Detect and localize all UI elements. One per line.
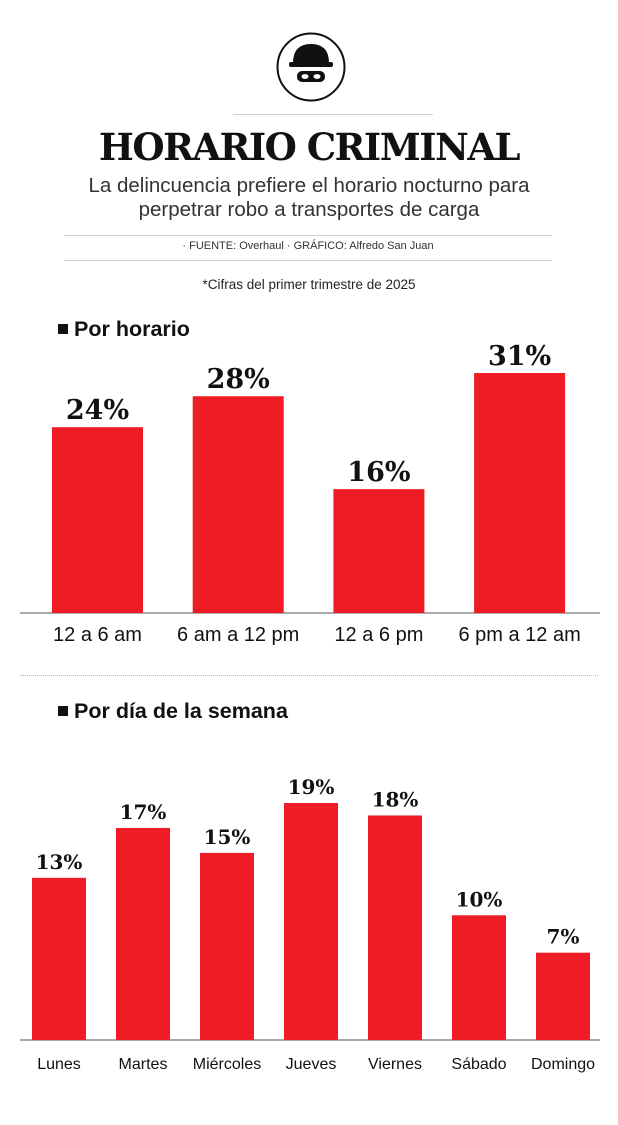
subtitle-line-1: La delincuencia prefiere el horario noct… [88,174,530,197]
bar [333,489,425,613]
category-label: 12 a 6 pm [334,624,423,646]
category-label: Lunes [37,1056,81,1073]
credit-divider-bottom [64,260,552,261]
footnote: *Cifras del primer trimestre de 2025 [202,277,416,292]
masked-thief-icon [276,32,346,102]
category-label: Miércoles [193,1056,261,1073]
section-title-por-dia: Por día de la semana [58,699,288,724]
bar [116,827,170,1040]
data-label: 31% [488,341,551,372]
data-label: 7% [547,925,580,949]
section-title-por-horario: Por horario [58,317,190,342]
subtitle-line-2: perpetrar robo a transportes de carga [138,198,480,221]
source-credit: · FUENTE: Overhaul · GRÁFICO: Alfredo Sa… [182,240,434,252]
data-label: 18% [372,787,419,811]
section-title-text: Por horario [74,317,190,341]
bar [368,815,422,1040]
bar [192,396,284,613]
data-label: 19% [288,775,335,799]
subtitle: La delincuencia prefiere el horario noct… [40,174,578,222]
data-label: 16% [347,457,410,488]
square-bullet-icon [58,324,68,334]
data-label: 13% [36,850,83,874]
category-label: Jueves [286,1056,337,1073]
section-divider [20,675,598,676]
category-label: Sábado [451,1056,506,1073]
square-bullet-icon [58,706,68,716]
category-label: Domingo [531,1056,595,1073]
bar [32,877,86,1040]
bar [452,915,506,1040]
category-label: Martes [119,1056,168,1073]
category-label: 6 pm a 12 am [458,624,580,646]
category-label: Viernes [368,1056,422,1073]
category-label: 6 am a 12 pm [177,624,299,646]
data-label: 17% [120,800,167,824]
header-divider [233,114,433,115]
data-label: 28% [207,364,270,395]
bar [52,427,143,613]
credit-divider-top [64,235,552,236]
page-title: HORARIO CRIMINAL [98,125,521,169]
category-label: 12 a 6 am [53,624,142,646]
bar [474,373,566,613]
bar [536,952,590,1040]
data-label: 24% [66,395,129,426]
data-label: 15% [204,825,251,849]
data-label: 10% [456,887,503,911]
bar [284,803,338,1040]
section-title-text: Por día de la semana [74,699,288,723]
bar [200,852,254,1040]
